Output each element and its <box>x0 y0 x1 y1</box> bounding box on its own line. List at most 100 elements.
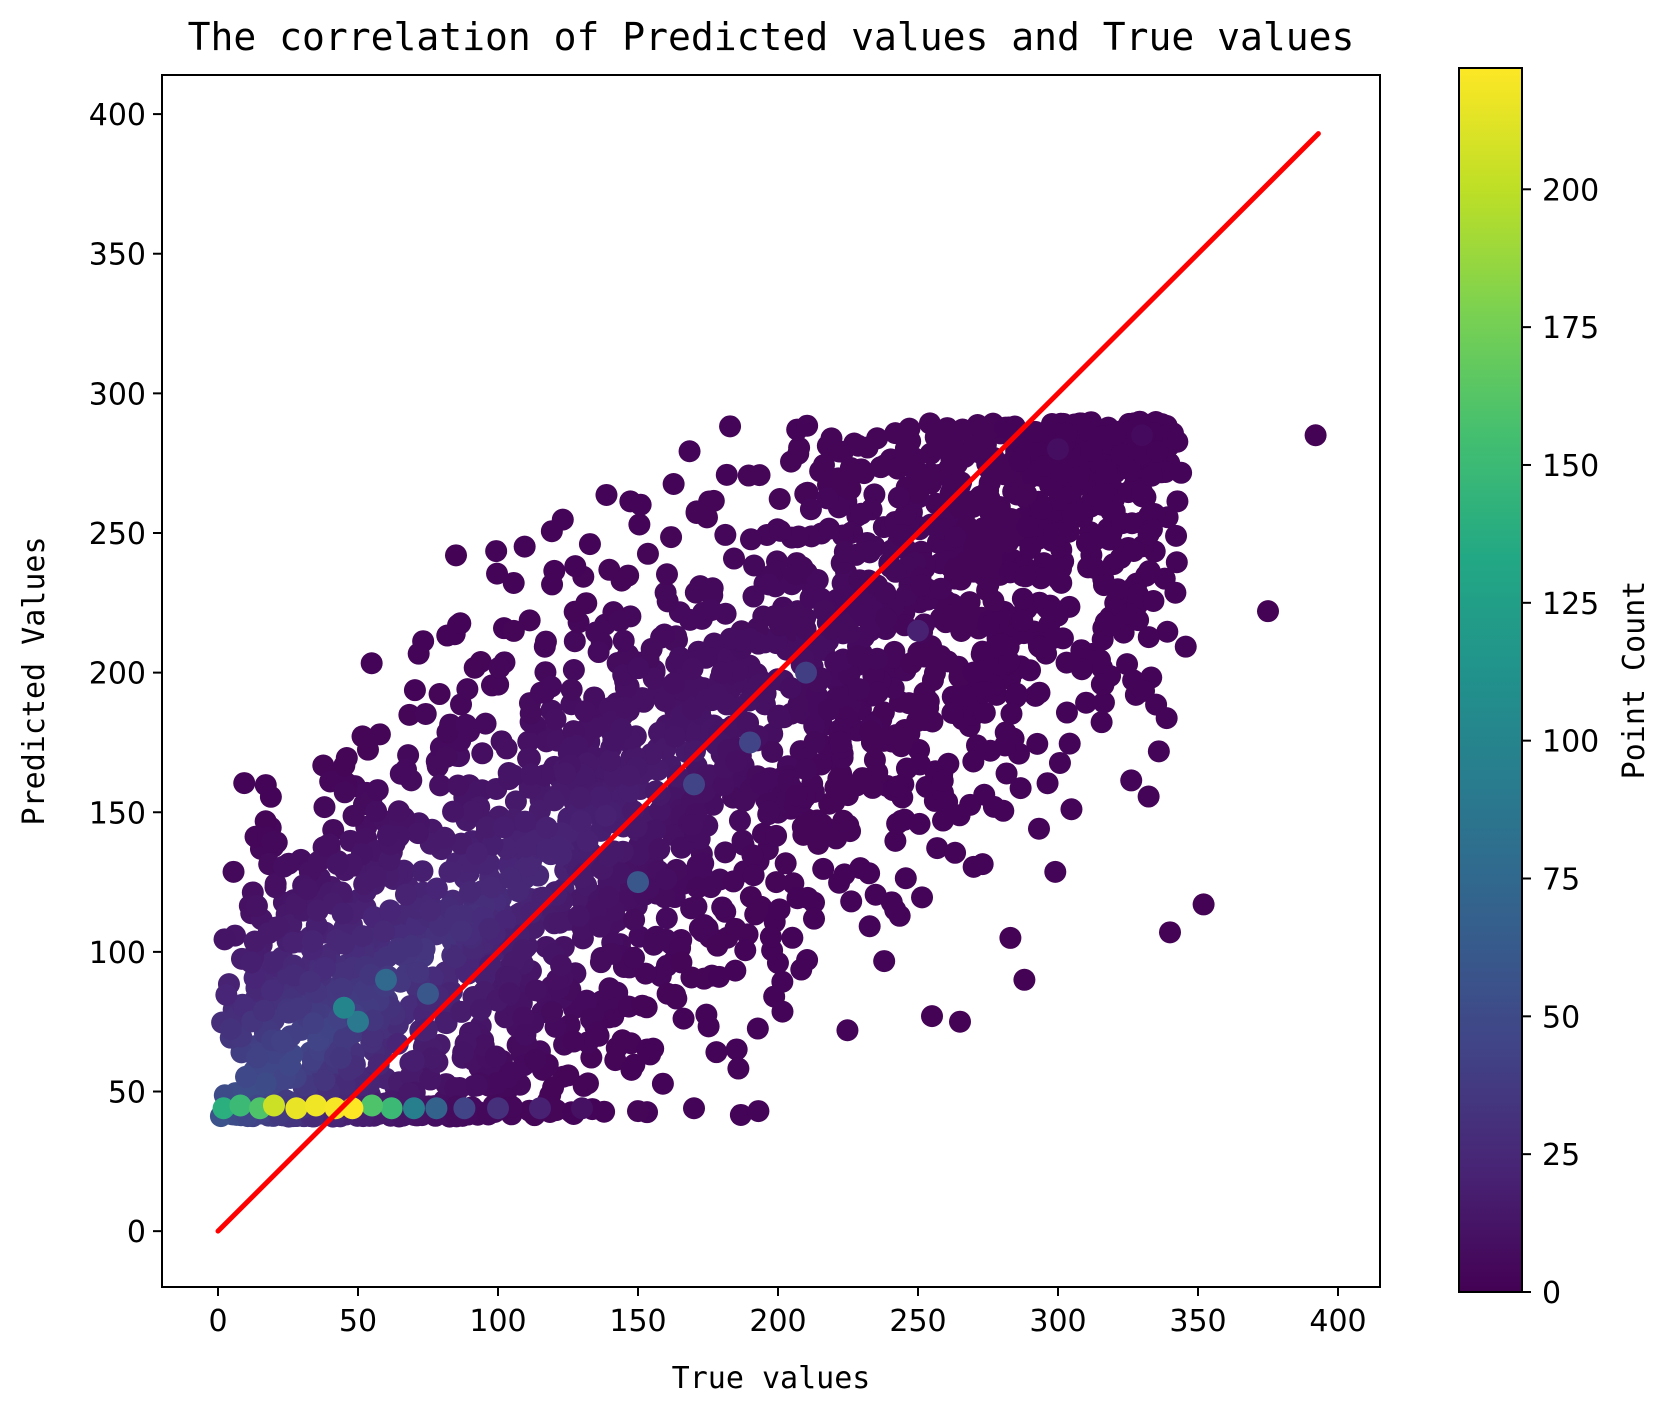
scatter-point <box>908 471 931 494</box>
scatter-point <box>929 577 952 600</box>
scatter-point <box>894 867 917 890</box>
scatter-point <box>315 834 338 857</box>
data-point <box>285 1097 308 1120</box>
data-point <box>375 968 397 991</box>
scatter-point <box>685 895 708 918</box>
scatter-point <box>456 678 479 701</box>
scatter-point <box>734 939 757 962</box>
scatter-point <box>485 1045 508 1068</box>
scatter-point <box>648 838 671 861</box>
scatter-point <box>548 911 571 934</box>
scatter-point <box>1011 610 1034 633</box>
scatter-point <box>474 712 497 735</box>
scatter-point <box>356 738 379 761</box>
scatter-point <box>1067 466 1090 489</box>
scatter-point <box>651 1072 674 1095</box>
scatter-point <box>560 678 583 701</box>
scatter-point <box>862 664 885 687</box>
scatter-point <box>302 1012 325 1035</box>
scatter-point <box>507 880 530 903</box>
scatter-point <box>534 630 557 653</box>
scatter-point <box>1045 600 1068 623</box>
scatter-point <box>513 535 536 558</box>
scatter-point <box>1036 420 1059 443</box>
scatter-point <box>313 1069 336 1092</box>
data-point <box>571 1097 593 1120</box>
scatter-point <box>376 824 399 847</box>
y-tick-label: 250 <box>89 517 146 552</box>
y-tick-label: 0 <box>127 1215 146 1250</box>
scatter-point <box>450 1000 473 1023</box>
scatter-point <box>1121 512 1144 535</box>
scatter-point <box>1153 567 1176 590</box>
data-point <box>453 1097 476 1120</box>
scatter-point <box>394 883 417 906</box>
y-tick-label: 350 <box>89 238 146 273</box>
scatter-point <box>710 661 733 684</box>
scatter-point <box>1026 732 1049 755</box>
scatter-point <box>517 854 540 877</box>
scatter-point <box>1165 551 1188 574</box>
scatter-point <box>471 742 494 765</box>
scatter-point <box>254 1072 277 1095</box>
scatter-point <box>714 841 737 864</box>
scatter-point <box>1146 440 1169 463</box>
scatter-point <box>847 434 870 457</box>
scatter-point <box>412 630 435 653</box>
x-tick-label: 100 <box>469 1304 526 1339</box>
scatter-point <box>270 1030 293 1053</box>
scatter-point <box>1131 481 1154 504</box>
scatter-point <box>1036 772 1059 795</box>
data-point <box>324 1097 347 1120</box>
scatter-point <box>812 857 835 880</box>
scatter-point <box>846 645 869 668</box>
scatter-point <box>786 887 809 910</box>
scatter-point <box>722 547 745 570</box>
scatter-point <box>882 646 905 669</box>
data-point <box>627 1100 649 1123</box>
scatter-point <box>972 681 995 704</box>
scatter-point <box>693 914 716 937</box>
scatter-point <box>488 656 511 679</box>
scatter-point <box>264 872 287 895</box>
scatter-point <box>807 832 830 855</box>
scatter-point <box>923 662 946 685</box>
scatter-point <box>429 774 452 797</box>
scatter-point <box>851 767 874 790</box>
scatter-point <box>1008 449 1031 472</box>
scatter-point <box>564 555 587 578</box>
scatter-point <box>945 453 968 476</box>
scatter-point <box>644 819 667 842</box>
scatter-point <box>931 769 954 792</box>
scatter-point <box>831 474 854 497</box>
scatter-point <box>333 781 356 804</box>
scatter-point <box>563 600 586 623</box>
scatter-point <box>342 804 365 827</box>
scatter-point <box>587 641 610 664</box>
scatter-point <box>524 979 547 1002</box>
scatter-point <box>761 740 784 763</box>
scatter-point <box>215 983 238 1006</box>
scatter-point <box>514 835 537 858</box>
scatter-point <box>774 852 797 875</box>
scatter-point <box>1090 673 1113 696</box>
scatter-point <box>550 954 573 977</box>
scatter-point <box>1137 785 1160 808</box>
scatter-point <box>562 658 585 681</box>
data-point <box>347 1010 369 1033</box>
scatter-point <box>1058 732 1081 755</box>
scatter-point <box>686 854 709 877</box>
scatter-point <box>627 657 650 680</box>
data-point <box>1131 424 1153 447</box>
scatter-point <box>479 954 502 977</box>
scatter-point <box>1015 483 1038 506</box>
scatter-point <box>695 506 718 529</box>
scatter-point <box>544 708 567 731</box>
data-point <box>795 661 817 684</box>
scatter-point <box>858 862 881 885</box>
scatter-point <box>697 1015 720 1038</box>
x-tick-label: 300 <box>1029 1304 1086 1339</box>
scatter-point <box>1156 620 1179 643</box>
scatter-point <box>267 916 290 939</box>
scatter-point <box>452 1041 475 1064</box>
